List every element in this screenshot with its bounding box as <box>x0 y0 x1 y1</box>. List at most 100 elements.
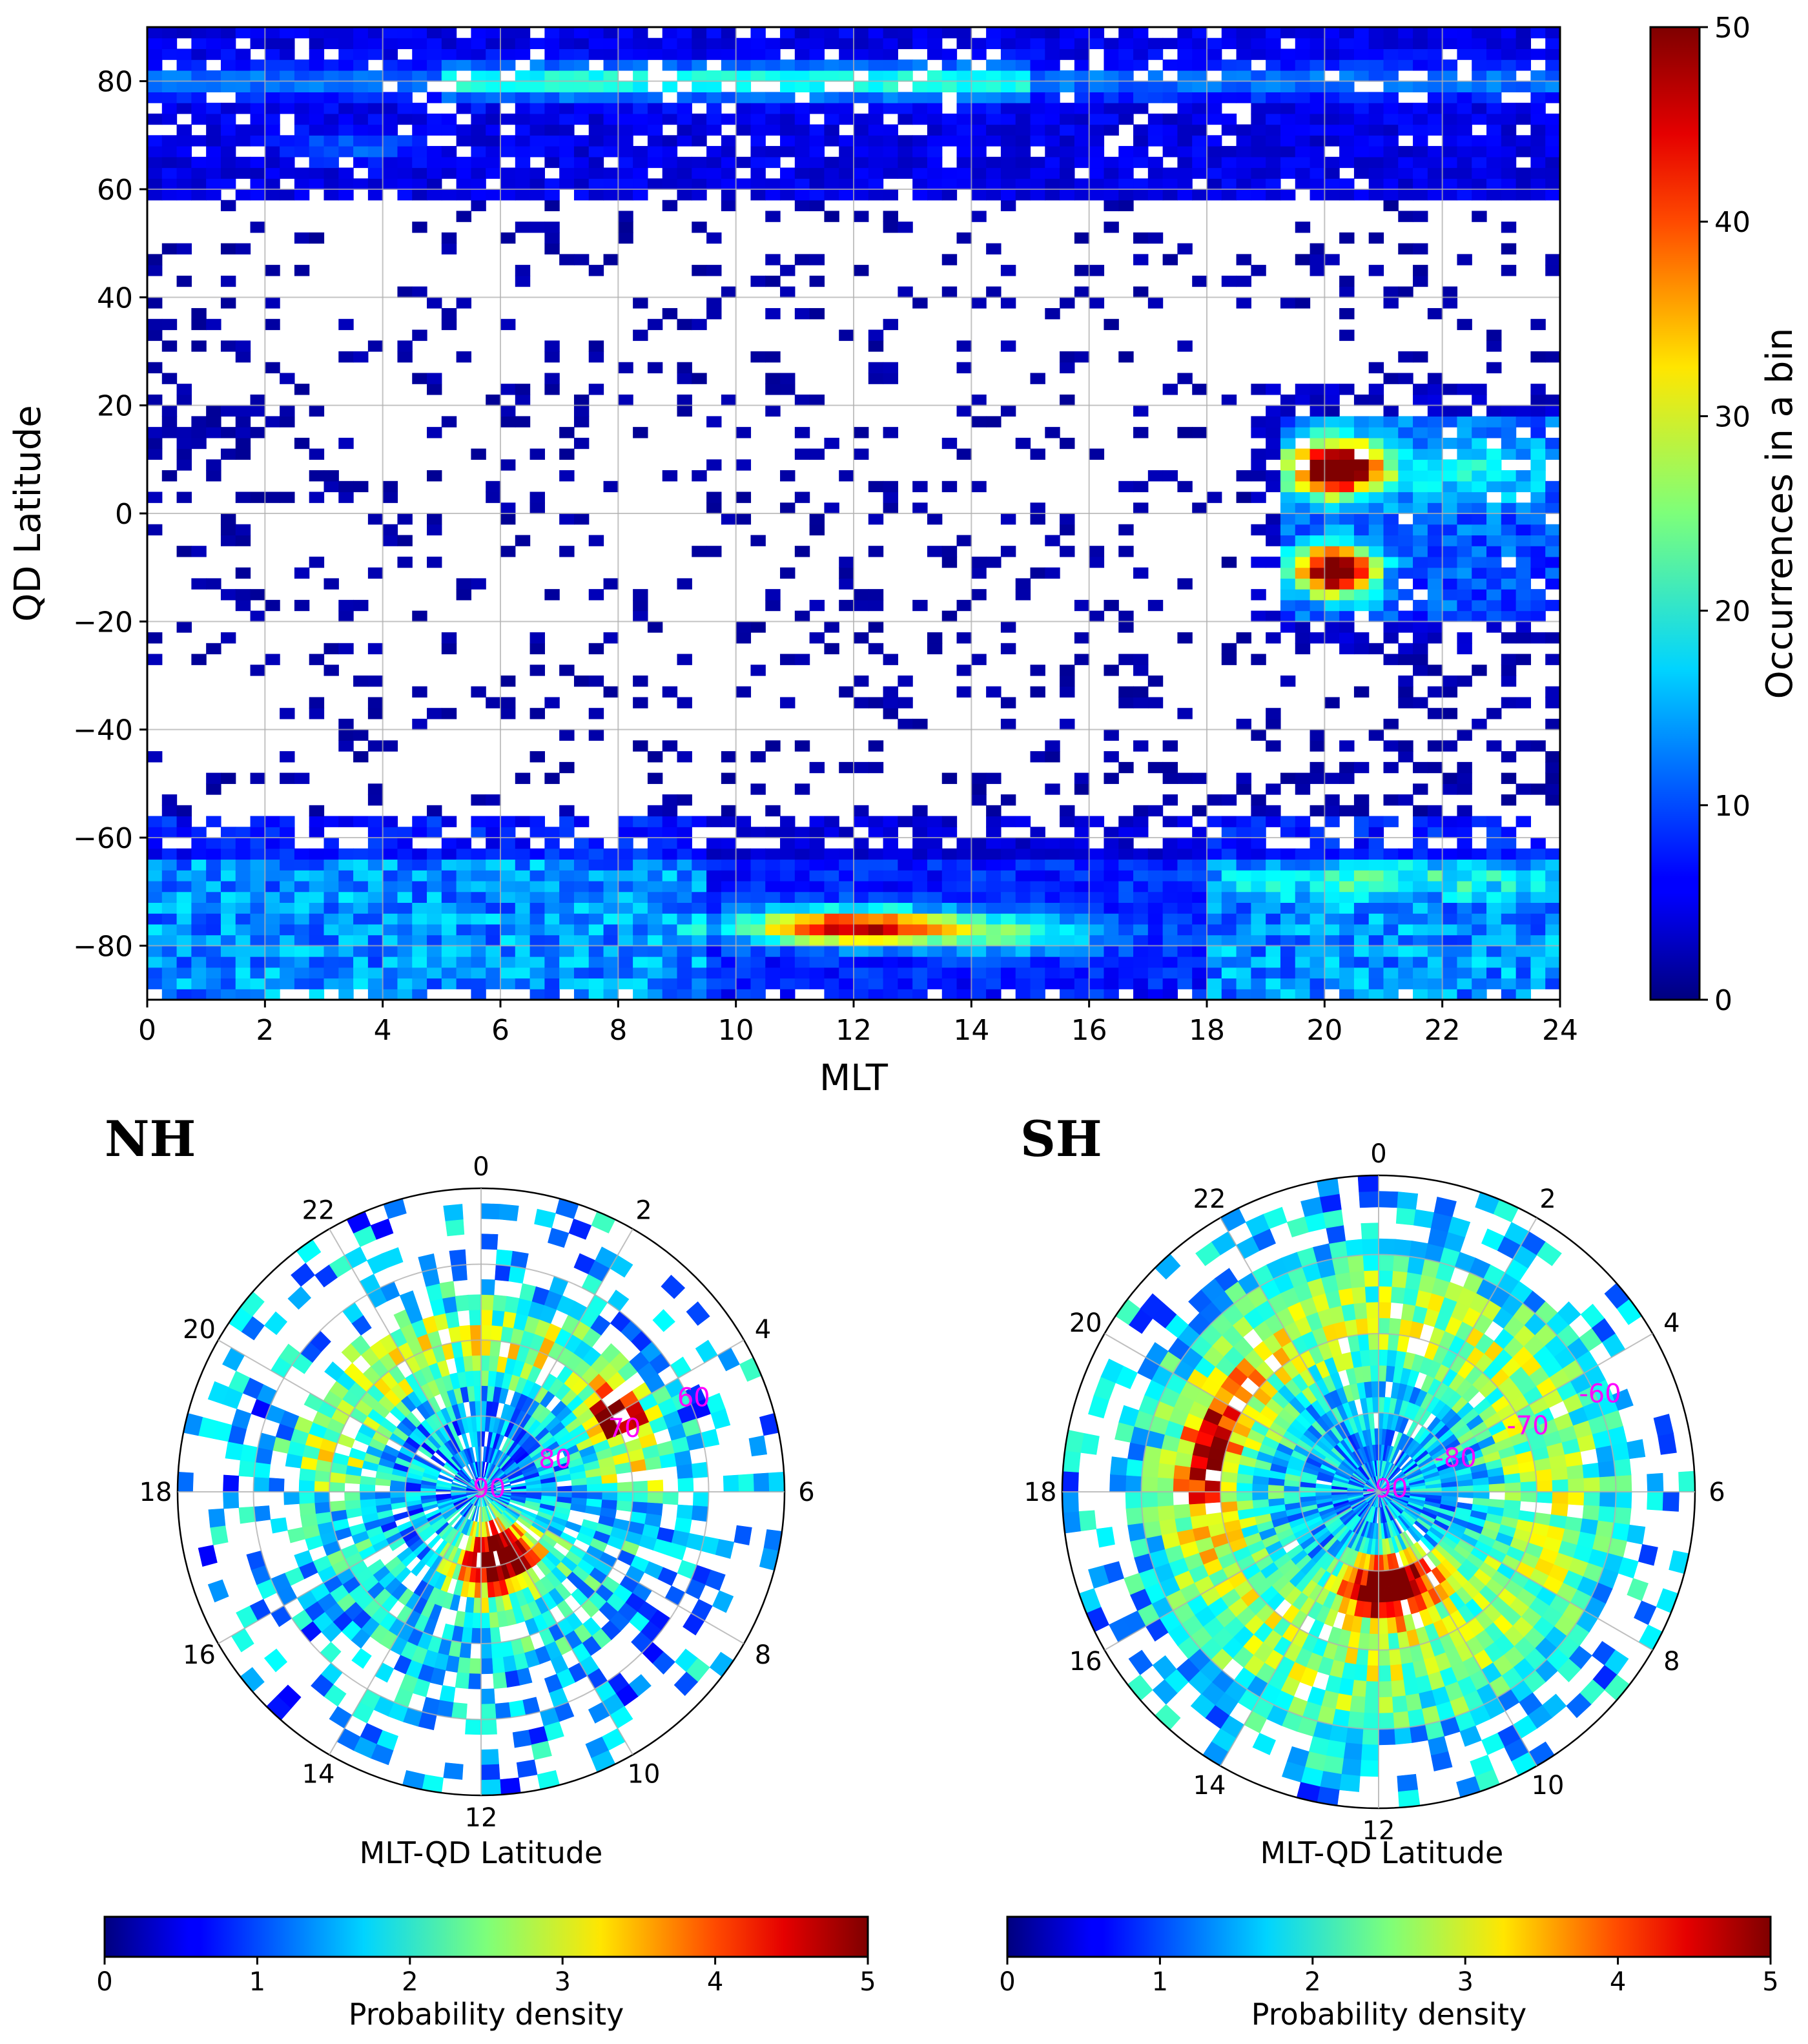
histogram-bin <box>1398 437 1413 449</box>
histogram-bin <box>1192 924 1207 936</box>
histogram-bin <box>1310 535 1325 546</box>
histogram-bin <box>1530 880 1546 893</box>
histogram-bin <box>1442 546 1458 557</box>
histogram-bin <box>971 924 987 936</box>
histogram-bin <box>1457 405 1472 417</box>
histogram-bin <box>1339 81 1355 92</box>
histogram-bin <box>1295 546 1311 557</box>
histogram-bin <box>529 37 545 50</box>
histogram-bin <box>397 81 413 92</box>
histogram-bin <box>559 665 575 676</box>
histogram-bin <box>206 772 221 784</box>
histogram-bin <box>1501 945 1517 957</box>
histogram-bin <box>280 92 295 103</box>
histogram-bin <box>382 27 398 39</box>
histogram-bin <box>824 924 839 936</box>
histogram-bin <box>1192 880 1207 893</box>
histogram-bin <box>633 113 648 125</box>
histogram-bin <box>647 156 663 169</box>
histogram-bin <box>338 437 354 449</box>
histogram-bin <box>1427 945 1443 957</box>
histogram-bin <box>854 92 869 103</box>
histogram-bin <box>529 448 545 460</box>
histogram-bin <box>1486 578 1502 590</box>
histogram-bin <box>161 340 178 352</box>
histogram-bin <box>868 135 884 147</box>
histogram-bin <box>1177 189 1193 201</box>
histogram-bin <box>1310 81 1325 92</box>
histogram-bin <box>367 70 384 82</box>
histogram-bin <box>1030 967 1045 979</box>
histogram-bin <box>280 416 295 428</box>
histogram-bin <box>1530 394 1546 406</box>
histogram-bin <box>220 405 236 417</box>
nh-polar-bin <box>602 1491 618 1502</box>
histogram-bin <box>1413 902 1428 914</box>
histogram-bin <box>692 265 707 276</box>
histogram-bin <box>1457 848 1472 860</box>
histogram-bin <box>280 708 295 719</box>
histogram-bin <box>1118 816 1134 827</box>
histogram-bin <box>515 178 531 190</box>
histogram-bin <box>176 189 192 201</box>
histogram-bin <box>883 686 898 698</box>
histogram-bin <box>1515 880 1532 893</box>
histogram-bin <box>854 880 869 893</box>
histogram-bin <box>147 902 163 914</box>
histogram-bin <box>912 599 928 612</box>
histogram-bin <box>1353 502 1370 514</box>
histogram-bin <box>1324 156 1340 169</box>
histogram-bin <box>1324 59 1340 71</box>
histogram-bin <box>544 848 560 860</box>
histogram-bin <box>397 945 413 957</box>
histogram-bin <box>1236 124 1251 136</box>
histogram-bin <box>603 848 619 860</box>
histogram-bin <box>883 124 898 136</box>
histogram-bin <box>161 967 178 979</box>
histogram-bin <box>794 59 810 71</box>
histogram-bin <box>603 989 619 1000</box>
histogram-bin <box>486 913 501 925</box>
histogram-bin <box>647 870 663 882</box>
histogram-bin <box>1251 416 1266 428</box>
histogram-bin <box>1118 48 1134 60</box>
histogram-bin <box>382 989 398 1000</box>
nh-polar-bin <box>602 1482 618 1492</box>
histogram-bin <box>1207 945 1222 957</box>
histogram-bin <box>1413 275 1428 287</box>
histogram-bin <box>824 902 839 914</box>
histogram-bin <box>1324 891 1340 903</box>
histogram-bin <box>971 567 987 579</box>
histogram-bin <box>1192 146 1207 158</box>
histogram-bin <box>1501 772 1517 784</box>
histogram-bin <box>471 967 486 979</box>
histogram-bin <box>1339 156 1355 169</box>
histogram-bin <box>161 848 178 860</box>
histogram-bin <box>1207 956 1222 968</box>
histogram-bin <box>250 880 265 893</box>
histogram-bin <box>500 880 516 893</box>
histogram-bin <box>603 103 619 114</box>
histogram-bin <box>912 956 928 968</box>
histogram-bin <box>1472 978 1487 989</box>
histogram-bin <box>1339 178 1355 190</box>
histogram-bin <box>603 870 619 882</box>
histogram-bin <box>471 978 486 989</box>
histogram-bin <box>1472 394 1487 406</box>
histogram-bin <box>1413 870 1428 882</box>
histogram-bin <box>1353 848 1370 860</box>
histogram-bin <box>1368 156 1384 169</box>
histogram-bin <box>1251 891 1266 903</box>
histogram-bin <box>382 124 398 136</box>
histogram-bin <box>1045 880 1060 893</box>
histogram-bin <box>1015 838 1031 849</box>
histogram-bin <box>486 924 501 936</box>
histogram-bin <box>883 103 898 114</box>
histogram-bin <box>1280 772 1296 784</box>
histogram-bin <box>1457 502 1472 514</box>
histogram-bin <box>1030 48 1045 60</box>
histogram-bin <box>1413 599 1428 612</box>
histogram-bin <box>898 945 913 957</box>
histogram-bin <box>1133 978 1149 989</box>
histogram-bin <box>573 178 590 190</box>
